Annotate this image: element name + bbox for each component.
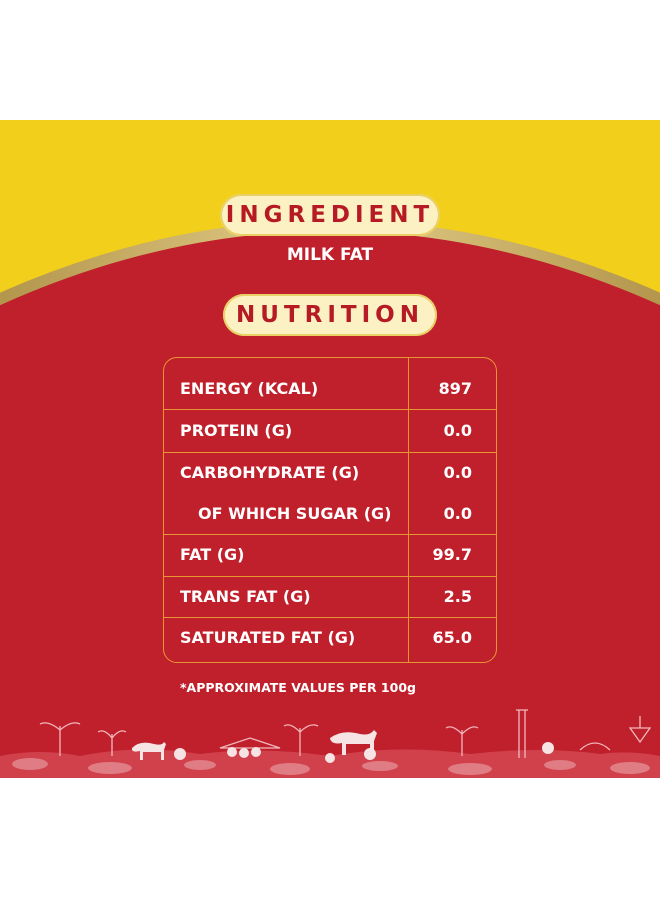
table-row: FAT (G) 99.7 [164, 534, 496, 575]
row-divider [164, 576, 496, 577]
row-value: 0.0 [443, 463, 472, 482]
row-value: 0.0 [443, 421, 472, 440]
row-value: 2.5 [443, 587, 472, 606]
column-divider [408, 358, 409, 662]
ingredient-value: MILK FAT [286, 245, 374, 265]
row-value: 65.0 [432, 628, 472, 647]
row-divider [164, 452, 496, 453]
row-value: 99.7 [432, 545, 472, 564]
village-scenery-illustration [0, 709, 660, 778]
row-label: FAT (G) [180, 545, 245, 564]
table-row: TRANS FAT (G) 2.5 [164, 576, 496, 617]
row-divider [164, 409, 496, 410]
table-row: SATURATED FAT (G) 65.0 [164, 617, 496, 658]
product-info-panel: INGREDIENT MILK FAT NUTRITION ENERGY (KC… [0, 120, 660, 778]
row-label: TRANS FAT (G) [180, 587, 311, 606]
table-row: PROTEIN (G) 0.0 [164, 410, 496, 451]
row-label: PROTEIN (G) [180, 421, 293, 440]
footnote: *APPROXIMATE VALUES PER 100g [180, 680, 416, 695]
row-label: SATURATED FAT (G) [180, 628, 356, 647]
nutrition-table: ENERGY (KCAL) 897 PROTEIN (G) 0.0 CARBOH… [163, 357, 497, 663]
table-row: OF WHICH SUGAR (G) 0.0 [164, 493, 496, 534]
row-divider [164, 617, 496, 618]
table-row: CARBOHYDRATE (G) 0.0 [164, 452, 496, 493]
row-label: OF WHICH SUGAR (G) [198, 504, 392, 523]
row-value: 0.0 [443, 504, 472, 523]
ingredient-heading: INGREDIENT [220, 194, 440, 236]
row-value: 897 [438, 379, 472, 398]
row-label: CARBOHYDRATE (G) [180, 463, 360, 482]
row-divider [164, 534, 496, 535]
nutrition-heading: NUTRITION [223, 294, 437, 336]
row-label: ENERGY (KCAL) [180, 379, 319, 398]
table-row: ENERGY (KCAL) 897 [164, 368, 496, 409]
